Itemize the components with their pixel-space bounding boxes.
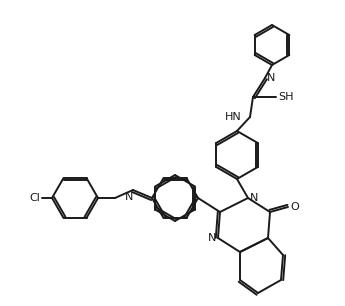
Text: HN: HN — [225, 112, 242, 122]
Text: N: N — [250, 193, 258, 203]
Text: N: N — [125, 192, 133, 202]
Text: N: N — [208, 233, 216, 243]
Text: O: O — [290, 202, 299, 212]
Text: N: N — [267, 73, 275, 83]
Text: SH: SH — [278, 92, 294, 102]
Text: Cl: Cl — [29, 193, 40, 203]
